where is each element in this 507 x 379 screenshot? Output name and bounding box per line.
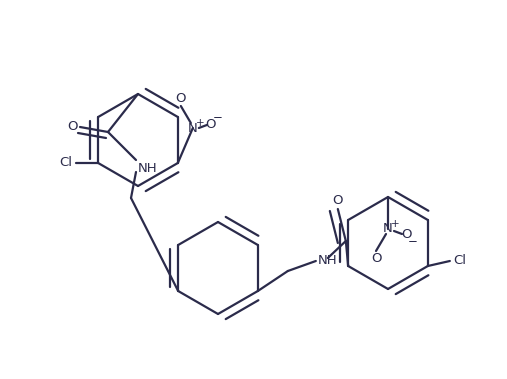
Text: O: O [67, 121, 77, 133]
Text: O: O [333, 194, 343, 207]
Text: +: + [391, 219, 400, 229]
Text: −: − [213, 111, 223, 124]
Text: N: N [188, 122, 198, 135]
Text: NH: NH [318, 255, 338, 268]
Text: N: N [383, 222, 393, 235]
Text: Cl: Cl [453, 255, 466, 268]
Text: +: + [196, 118, 204, 128]
Text: O: O [401, 227, 411, 241]
Text: O: O [175, 91, 186, 105]
Text: O: O [205, 117, 216, 130]
Text: −: − [408, 235, 418, 247]
Text: Cl: Cl [60, 157, 73, 169]
Text: NH: NH [138, 162, 158, 175]
Text: O: O [371, 252, 381, 266]
